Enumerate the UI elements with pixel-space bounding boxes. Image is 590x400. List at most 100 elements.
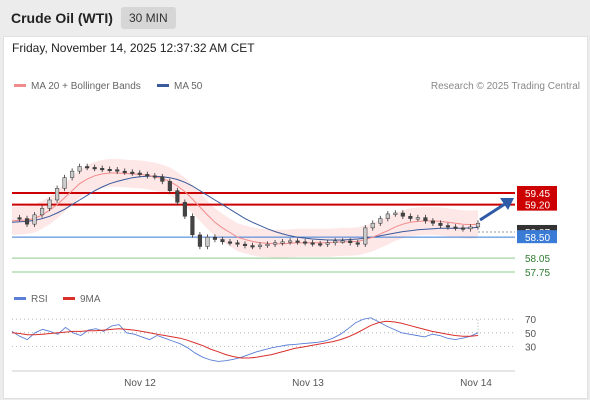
legend-rsi-label: RSI [31, 294, 48, 305]
level-badge-58.50 [517, 230, 557, 244]
candle-body [355, 242, 360, 245]
9ma-swatch [63, 296, 75, 300]
candle-body [242, 243, 248, 246]
candle-body [423, 217, 428, 222]
candle-body [115, 169, 120, 172]
candle-body [152, 175, 157, 178]
level-label-59.45: 59.45 [525, 189, 550, 200]
candle-body [160, 176, 165, 182]
candle-body [295, 240, 300, 243]
candle-body [257, 244, 263, 247]
ma20-line [11, 172, 479, 245]
candle-body [17, 217, 22, 220]
candle-body [273, 242, 278, 245]
candle-body [333, 240, 338, 244]
title-bar: Crude Oil (WTI) 30 MIN [0, 0, 590, 36]
legend-9ma: 9MA [63, 294, 101, 305]
legend-rsi: RSI [14, 294, 48, 305]
candle-body [430, 220, 435, 224]
ma20-swatch [14, 83, 26, 87]
level-label-58.50: 58.50 [525, 233, 550, 244]
level-badge-59.45 [517, 186, 557, 199]
candle-body [182, 202, 187, 217]
candle-body [100, 168, 105, 171]
candle-body [205, 236, 210, 247]
forecast-arrow-head [500, 198, 514, 210]
candle-body [107, 169, 112, 172]
candle-body [122, 170, 127, 173]
candle-body [85, 166, 90, 169]
legend-ma50: MA 50 [157, 81, 202, 92]
candle-body [220, 239, 225, 243]
rsi-tick-50: 50 [525, 329, 537, 340]
rsi-line [11, 317, 479, 362]
candle-body [235, 242, 240, 245]
candle-body [288, 240, 293, 243]
candle-body [47, 199, 52, 209]
candle-body [175, 190, 180, 203]
candle-body [393, 212, 398, 215]
level-badge-59.20 [517, 197, 557, 211]
level-label-57.75: 57.75 [525, 268, 550, 279]
candle-body [453, 226, 458, 229]
candle-body [190, 216, 195, 236]
candle-body [70, 170, 75, 178]
candle-body [445, 225, 450, 228]
ma50-line [11, 175, 479, 241]
bollinger-bands [12, 159, 478, 258]
candle-body [385, 213, 390, 219]
candle-body [280, 241, 285, 244]
rsi-tick-70: 70 [525, 315, 537, 326]
candle-body [137, 172, 142, 175]
candle-body [370, 222, 375, 229]
candle-body [415, 217, 420, 220]
candle-body [303, 241, 308, 244]
instrument-title: Crude Oil (WTI) [11, 10, 113, 26]
candle-body [265, 243, 270, 246]
candle-body [77, 166, 82, 172]
rsi-tick-30: 30 [525, 342, 537, 353]
candle-body [340, 240, 345, 243]
timeframe-badge[interactable]: 30 MIN [121, 7, 176, 29]
candle-body [212, 236, 217, 240]
candle-body [408, 216, 413, 219]
candle-body [24, 218, 30, 225]
legend-ma50-label: MA 50 [174, 81, 203, 92]
rsi-9ma-line [11, 320, 479, 359]
chart-panel [3, 36, 588, 399]
candle-body [130, 171, 135, 174]
candle-body [310, 242, 315, 245]
level-label-58.05: 58.05 [525, 254, 550, 265]
candle-body [318, 243, 323, 246]
x-tick-nov-12: Nov 12 [124, 378, 156, 389]
candle-body [227, 241, 233, 244]
candle-body [468, 226, 473, 230]
candle-body [460, 227, 466, 230]
ma50-swatch [157, 83, 169, 87]
candle-body [438, 222, 443, 226]
candle-body [400, 212, 405, 217]
level-label-59.20: 59.20 [525, 201, 550, 212]
candle-body [250, 245, 255, 248]
candle-body [363, 227, 368, 245]
candle-body [145, 174, 150, 177]
legend-ma20: MA 20 + Bollinger Bands [14, 81, 141, 92]
rsi-swatch [14, 296, 26, 300]
candle-body [197, 234, 202, 247]
candle-body [32, 214, 37, 225]
legend-9ma-label: 9MA [80, 294, 101, 305]
candle-body [348, 240, 353, 244]
legend-ma20-label: MA 20 + Bollinger Bands [31, 81, 141, 92]
candle-body [40, 208, 45, 216]
forecast-arrow-shaft [479, 200, 509, 222]
candle-body [62, 177, 67, 189]
x-tick-nov-14: Nov 14 [460, 378, 492, 389]
candle-body [325, 242, 330, 245]
x-tick-nov-13: Nov 13 [292, 378, 324, 389]
candle-body [55, 188, 60, 201]
research-credit: Research © 2025 Trading Central [430, 81, 580, 92]
candle-body [167, 181, 172, 191]
candle-body [378, 218, 383, 224]
report-timestamp: Friday, November 14, 2025 12:37:32 AM CE… [12, 41, 255, 55]
